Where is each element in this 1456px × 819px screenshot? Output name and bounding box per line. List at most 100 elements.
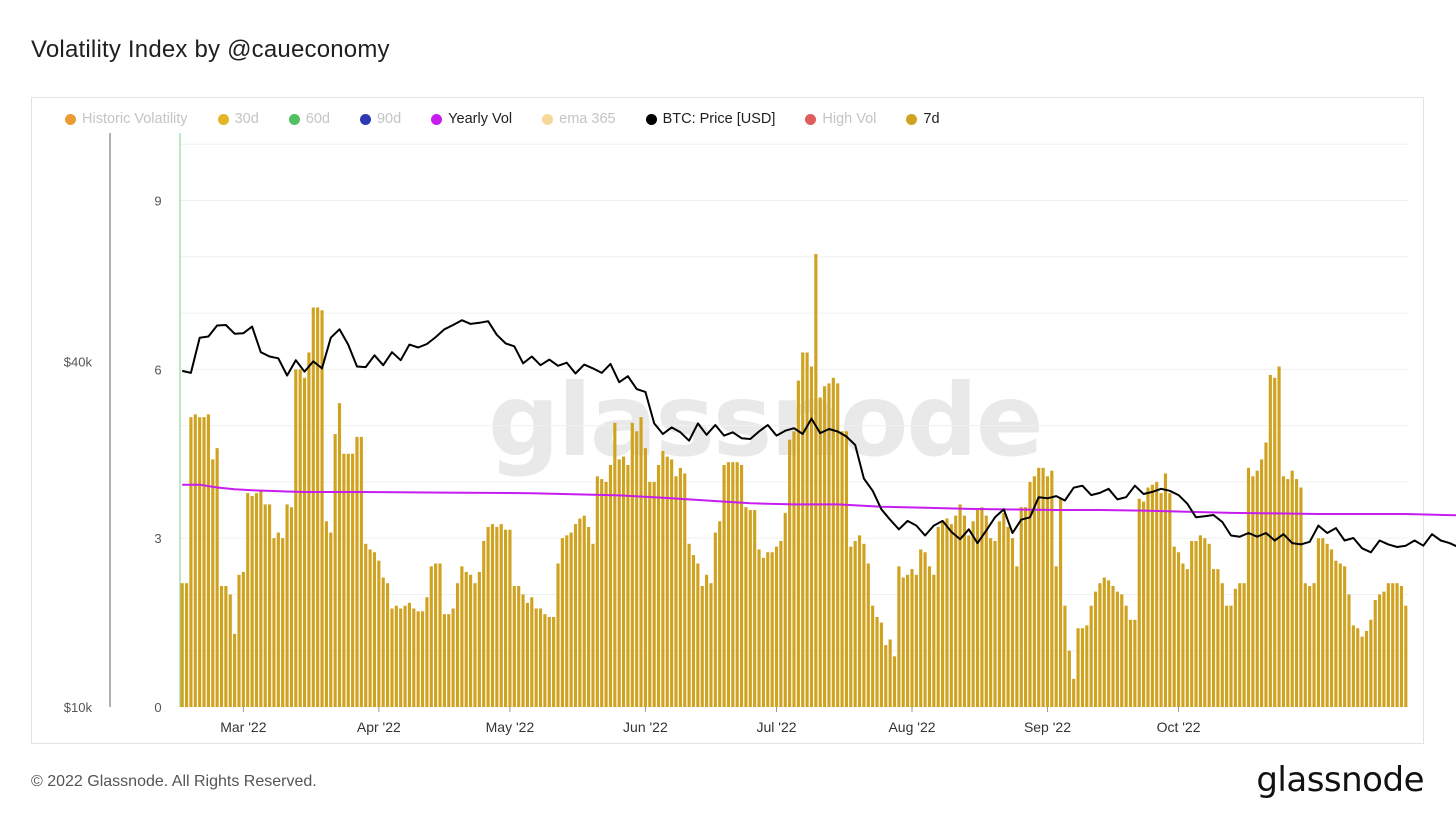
bar-7d [359,436,363,707]
bar-7d [919,549,923,707]
legend-item[interactable]: 90d [359,111,401,127]
bar-7d [198,417,202,707]
bar-7d [184,583,189,707]
bar-7d [1338,563,1342,707]
bar-7d [311,307,315,707]
bar-7d [241,571,245,707]
bar-7d [552,616,556,707]
legend-item[interactable]: BTC: Price [USD] [645,111,775,127]
bar-7d [949,524,953,707]
bar-7d [608,465,613,707]
bar-7d [1308,586,1312,707]
watermark: glassnode [488,362,1044,479]
yearly-vol-line [182,483,1456,517]
bar-7d [294,369,298,707]
bar-7d [1076,628,1080,707]
bar-7d [1386,583,1390,707]
bar-7d [1080,628,1085,707]
x-tick-label: Jun '22 [623,719,668,735]
bar-7d [857,535,862,707]
bar-7d [329,532,333,707]
legend-item[interactable]: High Vol [805,111,876,127]
bar-7d [897,566,901,707]
bar-7d [984,515,988,707]
y-tick-label: 6 [154,362,161,377]
x-tick-label: Apr '22 [357,719,401,735]
chart-frame [31,97,1424,744]
bar-7d [1273,377,1277,707]
bar-7d [761,557,765,707]
bar-7d [1115,591,1119,707]
bar-7d [744,507,748,707]
bar-7d [525,602,529,707]
bar-7d [1194,540,1198,707]
bar-7d [906,574,910,707]
bar-7d [1382,591,1386,707]
bar-7d [1028,481,1032,707]
bar-7d [206,414,210,707]
bar-7d [1233,588,1237,707]
bar-7d [853,540,857,707]
bar-7d [272,538,276,707]
bar-7d [193,414,197,707]
bar-7d [709,583,713,707]
bar-7d [482,540,486,707]
bar-7d [189,417,193,707]
bar-7d [941,521,945,707]
chart-title: Volatility Index by @caueconomy [31,36,390,63]
bar-7d [1264,442,1268,707]
bar-7d [665,456,669,707]
bar-7d [316,307,320,707]
legend-item[interactable]: Yearly Vol [431,111,512,127]
bar-7d [285,504,289,707]
bar-7d [1229,605,1233,707]
legend-item[interactable]: ema 365 [542,111,616,127]
bar-7d [573,524,578,707]
bar-7d [849,546,853,707]
bar-7d [399,608,403,707]
bar-7d [1085,625,1089,707]
bar-7d [1207,543,1211,707]
bar-7d [547,616,551,707]
bar-7d [346,453,350,707]
bar-7d [1246,467,1251,707]
bar-7d [1006,526,1010,707]
legend-item[interactable]: 60d [288,111,330,127]
bar-7d [1281,476,1286,707]
bar-7d [1163,473,1168,707]
legend-label: 30d [234,111,259,127]
bar-7d [691,555,696,707]
bar-7d [324,521,328,707]
bar-7d [958,504,962,707]
bar-7d [1019,507,1023,707]
legend-item[interactable]: 7d [906,111,940,127]
bar-7d [490,524,495,707]
bar-7d [1124,605,1128,707]
bar-7d [836,383,840,707]
bar-7d [1159,493,1163,707]
bar-7d [735,462,739,707]
legend-item[interactable]: 30d [217,111,259,127]
bar-7d [289,507,294,707]
bar-7d [202,417,206,707]
bar-7d [945,518,949,707]
bar-7d [700,586,704,707]
bar-7d [1168,493,1172,707]
legend-label: 7d [923,111,940,127]
bar-7d [1155,481,1159,707]
bar-7d [455,583,460,707]
bar-7d [254,493,259,707]
bar-7d [600,479,604,707]
bar-7d [862,543,866,707]
bar-7d [1334,560,1338,707]
bar-7d [753,510,757,707]
bar-7d [320,310,324,707]
bar-7d [1251,476,1255,707]
legend-item[interactable]: Historic Volatility [65,111,188,127]
bar-7d [429,566,433,707]
bar-7d [1391,583,1395,707]
bar-7d [1172,546,1176,707]
bar-7d [975,510,980,707]
price-tick-label: $40k [64,354,93,369]
bar-7d [814,253,818,708]
